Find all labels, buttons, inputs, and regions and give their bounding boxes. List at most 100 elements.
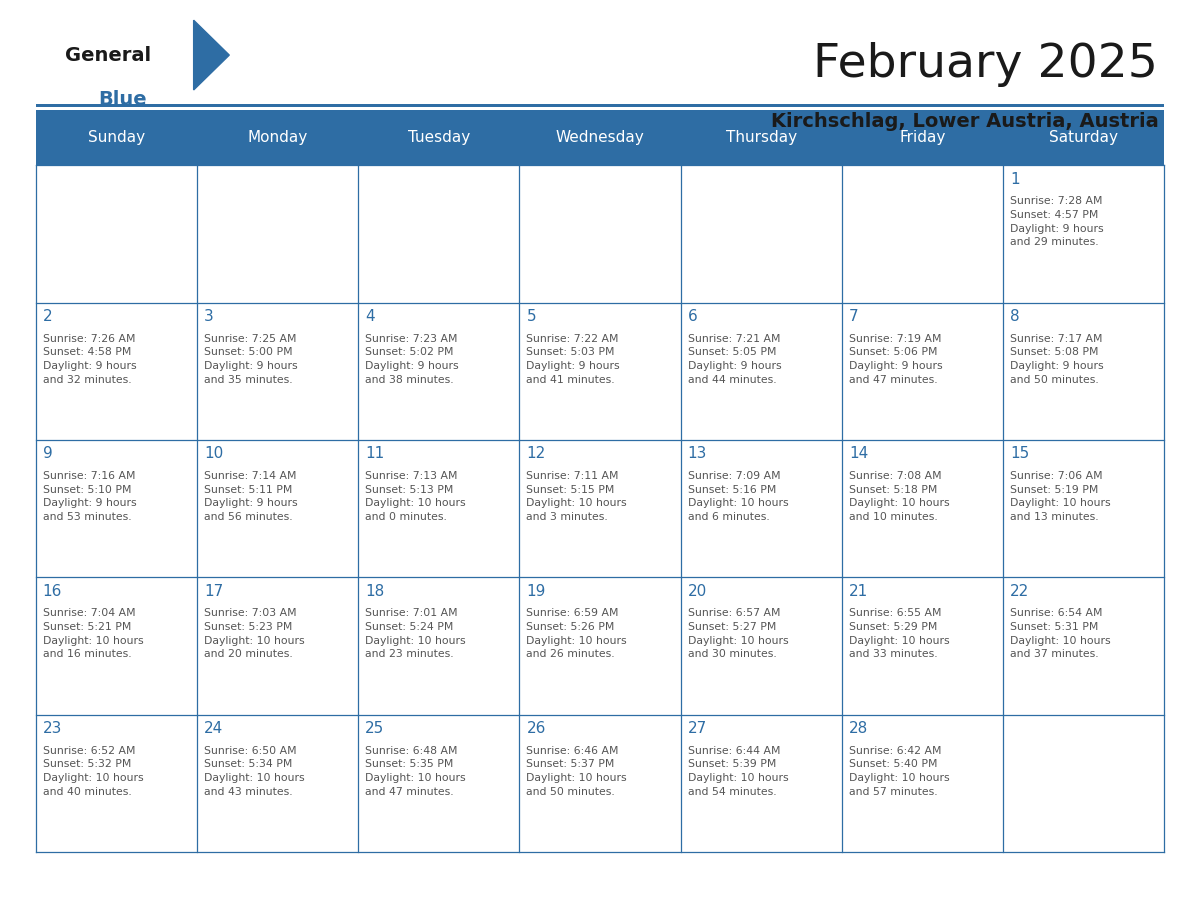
Text: Sunrise: 6:50 AM
Sunset: 5:34 PM
Daylight: 10 hours
and 43 minutes.: Sunrise: 6:50 AM Sunset: 5:34 PM Dayligh…	[204, 745, 304, 797]
Text: Sunrise: 7:04 AM
Sunset: 5:21 PM
Daylight: 10 hours
and 16 minutes.: Sunrise: 7:04 AM Sunset: 5:21 PM Dayligh…	[43, 609, 144, 659]
Text: 26: 26	[526, 721, 545, 736]
Bar	[842, 714, 1003, 852]
Text: Sunrise: 6:44 AM
Sunset: 5:39 PM
Daylight: 10 hours
and 54 minutes.: Sunrise: 6:44 AM Sunset: 5:39 PM Dayligh…	[688, 745, 789, 797]
Text: 24: 24	[204, 721, 223, 736]
Bar	[519, 165, 681, 303]
Text: 18: 18	[365, 584, 385, 599]
Text: 28: 28	[849, 721, 868, 736]
Text: Monday: Monday	[247, 130, 308, 145]
Text: 16: 16	[43, 584, 62, 599]
Text: 14: 14	[849, 446, 868, 462]
Bar	[1003, 440, 1164, 577]
Text: 13: 13	[688, 446, 707, 462]
Text: Sunrise: 7:06 AM
Sunset: 5:19 PM
Daylight: 10 hours
and 13 minutes.: Sunrise: 7:06 AM Sunset: 5:19 PM Dayligh…	[1010, 471, 1111, 522]
Text: Thursday: Thursday	[726, 130, 797, 145]
Text: General: General	[65, 46, 151, 64]
Text: Sunrise: 7:09 AM
Sunset: 5:16 PM
Daylight: 10 hours
and 6 minutes.: Sunrise: 7:09 AM Sunset: 5:16 PM Dayligh…	[688, 471, 789, 522]
Bar	[519, 440, 681, 577]
Bar	[681, 165, 842, 303]
Text: 8: 8	[1010, 309, 1019, 324]
Bar	[681, 714, 842, 852]
Bar	[197, 714, 358, 852]
Text: 1: 1	[1010, 172, 1019, 186]
Bar	[36, 165, 197, 303]
Text: Sunrise: 7:19 AM
Sunset: 5:06 PM
Daylight: 9 hours
and 47 minutes.: Sunrise: 7:19 AM Sunset: 5:06 PM Dayligh…	[849, 334, 942, 385]
Text: 9: 9	[43, 446, 52, 462]
Bar	[36, 110, 1164, 165]
Text: Sunrise: 6:57 AM
Sunset: 5:27 PM
Daylight: 10 hours
and 30 minutes.: Sunrise: 6:57 AM Sunset: 5:27 PM Dayligh…	[688, 609, 789, 659]
Bar	[358, 714, 519, 852]
Text: Wednesday: Wednesday	[556, 130, 644, 145]
Bar	[519, 577, 681, 714]
Bar	[519, 714, 681, 852]
Text: Sunrise: 7:13 AM
Sunset: 5:13 PM
Daylight: 10 hours
and 0 minutes.: Sunrise: 7:13 AM Sunset: 5:13 PM Dayligh…	[365, 471, 466, 522]
Bar	[36, 577, 197, 714]
Bar	[197, 440, 358, 577]
Text: Kirchschlag, Lower Austria, Austria: Kirchschlag, Lower Austria, Austria	[771, 112, 1158, 130]
Text: Sunrise: 6:59 AM
Sunset: 5:26 PM
Daylight: 10 hours
and 26 minutes.: Sunrise: 6:59 AM Sunset: 5:26 PM Dayligh…	[526, 609, 627, 659]
Text: Sunrise: 6:46 AM
Sunset: 5:37 PM
Daylight: 10 hours
and 50 minutes.: Sunrise: 6:46 AM Sunset: 5:37 PM Dayligh…	[526, 745, 627, 797]
Bar	[842, 577, 1003, 714]
Bar	[842, 303, 1003, 440]
Text: 27: 27	[688, 721, 707, 736]
Text: Sunrise: 7:23 AM
Sunset: 5:02 PM
Daylight: 9 hours
and 38 minutes.: Sunrise: 7:23 AM Sunset: 5:02 PM Dayligh…	[365, 334, 459, 385]
Text: Sunrise: 7:01 AM
Sunset: 5:24 PM
Daylight: 10 hours
and 23 minutes.: Sunrise: 7:01 AM Sunset: 5:24 PM Dayligh…	[365, 609, 466, 659]
Text: 25: 25	[365, 721, 385, 736]
Text: Blue: Blue	[99, 90, 147, 108]
Bar	[197, 577, 358, 714]
Text: Sunrise: 6:48 AM
Sunset: 5:35 PM
Daylight: 10 hours
and 47 minutes.: Sunrise: 6:48 AM Sunset: 5:35 PM Dayligh…	[365, 745, 466, 797]
Text: 2: 2	[43, 309, 52, 324]
Text: 17: 17	[204, 584, 223, 599]
Bar	[197, 165, 358, 303]
Text: Sunrise: 6:52 AM
Sunset: 5:32 PM
Daylight: 10 hours
and 40 minutes.: Sunrise: 6:52 AM Sunset: 5:32 PM Dayligh…	[43, 745, 144, 797]
Bar	[36, 104, 1164, 107]
Text: 21: 21	[849, 584, 868, 599]
Text: 4: 4	[365, 309, 375, 324]
Text: Sunrise: 6:42 AM
Sunset: 5:40 PM
Daylight: 10 hours
and 57 minutes.: Sunrise: 6:42 AM Sunset: 5:40 PM Dayligh…	[849, 745, 949, 797]
Bar	[1003, 303, 1164, 440]
Text: 12: 12	[526, 446, 545, 462]
Bar	[842, 440, 1003, 577]
Text: Sunrise: 7:22 AM
Sunset: 5:03 PM
Daylight: 9 hours
and 41 minutes.: Sunrise: 7:22 AM Sunset: 5:03 PM Dayligh…	[526, 334, 620, 385]
Bar	[519, 303, 681, 440]
Text: 15: 15	[1010, 446, 1029, 462]
Text: Sunrise: 6:55 AM
Sunset: 5:29 PM
Daylight: 10 hours
and 33 minutes.: Sunrise: 6:55 AM Sunset: 5:29 PM Dayligh…	[849, 609, 949, 659]
Bar	[681, 577, 842, 714]
Text: 3: 3	[204, 309, 214, 324]
Bar	[842, 165, 1003, 303]
Bar	[1003, 577, 1164, 714]
Text: Sunrise: 7:25 AM
Sunset: 5:00 PM
Daylight: 9 hours
and 35 minutes.: Sunrise: 7:25 AM Sunset: 5:00 PM Dayligh…	[204, 334, 298, 385]
Bar	[358, 303, 519, 440]
Text: Sunday: Sunday	[88, 130, 145, 145]
Text: 6: 6	[688, 309, 697, 324]
Text: Sunrise: 7:11 AM
Sunset: 5:15 PM
Daylight: 10 hours
and 3 minutes.: Sunrise: 7:11 AM Sunset: 5:15 PM Dayligh…	[526, 471, 627, 522]
Bar	[1003, 165, 1164, 303]
Text: 22: 22	[1010, 584, 1029, 599]
Text: 5: 5	[526, 309, 536, 324]
Text: Tuesday: Tuesday	[407, 130, 469, 145]
Text: February 2025: February 2025	[814, 41, 1158, 87]
Text: Sunrise: 7:03 AM
Sunset: 5:23 PM
Daylight: 10 hours
and 20 minutes.: Sunrise: 7:03 AM Sunset: 5:23 PM Dayligh…	[204, 609, 304, 659]
Bar	[197, 303, 358, 440]
Text: 19: 19	[526, 584, 545, 599]
Bar	[358, 440, 519, 577]
Text: Saturday: Saturday	[1049, 130, 1118, 145]
Text: Sunrise: 7:14 AM
Sunset: 5:11 PM
Daylight: 9 hours
and 56 minutes.: Sunrise: 7:14 AM Sunset: 5:11 PM Dayligh…	[204, 471, 298, 522]
Text: 10: 10	[204, 446, 223, 462]
Bar	[358, 165, 519, 303]
Text: Sunrise: 7:16 AM
Sunset: 5:10 PM
Daylight: 9 hours
and 53 minutes.: Sunrise: 7:16 AM Sunset: 5:10 PM Dayligh…	[43, 471, 137, 522]
Bar	[1003, 714, 1164, 852]
Text: Sunrise: 6:54 AM
Sunset: 5:31 PM
Daylight: 10 hours
and 37 minutes.: Sunrise: 6:54 AM Sunset: 5:31 PM Dayligh…	[1010, 609, 1111, 659]
Polygon shape	[194, 20, 229, 90]
Text: Sunrise: 7:08 AM
Sunset: 5:18 PM
Daylight: 10 hours
and 10 minutes.: Sunrise: 7:08 AM Sunset: 5:18 PM Dayligh…	[849, 471, 949, 522]
Bar	[36, 303, 197, 440]
Text: Sunrise: 7:21 AM
Sunset: 5:05 PM
Daylight: 9 hours
and 44 minutes.: Sunrise: 7:21 AM Sunset: 5:05 PM Dayligh…	[688, 334, 782, 385]
Bar	[681, 440, 842, 577]
Text: Sunrise: 7:28 AM
Sunset: 4:57 PM
Daylight: 9 hours
and 29 minutes.: Sunrise: 7:28 AM Sunset: 4:57 PM Dayligh…	[1010, 196, 1104, 247]
Text: Sunrise: 7:26 AM
Sunset: 4:58 PM
Daylight: 9 hours
and 32 minutes.: Sunrise: 7:26 AM Sunset: 4:58 PM Dayligh…	[43, 334, 137, 385]
Text: Sunrise: 7:17 AM
Sunset: 5:08 PM
Daylight: 9 hours
and 50 minutes.: Sunrise: 7:17 AM Sunset: 5:08 PM Dayligh…	[1010, 334, 1104, 385]
Bar	[36, 440, 197, 577]
Bar	[36, 714, 197, 852]
Text: Friday: Friday	[899, 130, 946, 145]
Text: 20: 20	[688, 584, 707, 599]
